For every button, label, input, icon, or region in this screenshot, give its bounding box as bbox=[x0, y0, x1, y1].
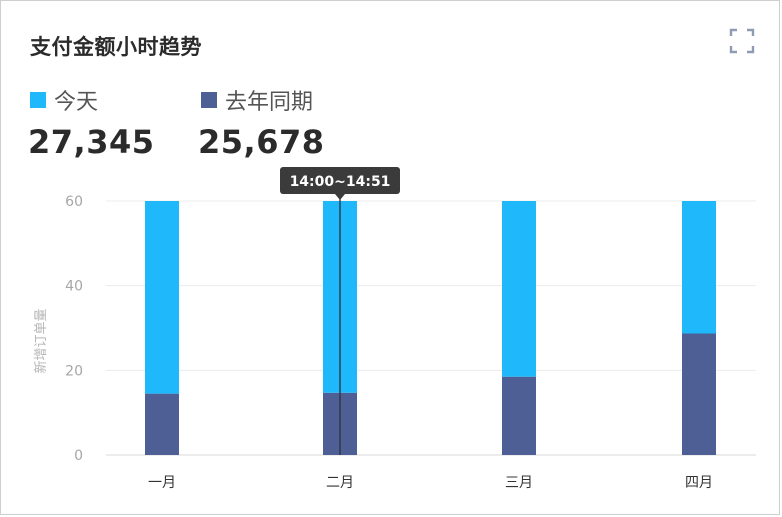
fullscreen-icon[interactable] bbox=[729, 28, 755, 54]
y-tick-label: 60 bbox=[65, 194, 83, 210]
tooltip-label: 14:00~14:51 bbox=[290, 174, 391, 190]
x-tick-label: 四月 bbox=[685, 475, 713, 491]
bar-today[interactable] bbox=[682, 201, 716, 334]
legend-swatch-today bbox=[30, 92, 46, 108]
y-tick-label: 40 bbox=[65, 279, 83, 295]
legend-label-today: 今天 bbox=[54, 90, 99, 115]
last-year-total-value: 25,678 bbox=[198, 123, 325, 161]
y-tick-label: 20 bbox=[65, 363, 83, 379]
tooltip-box bbox=[280, 167, 400, 194]
y-axis-label: 新增订单量 bbox=[33, 308, 49, 373]
chart-title: 支付金额小时趋势 bbox=[30, 35, 202, 59]
legend-item-today[interactable]: 今天 bbox=[30, 87, 99, 115]
bar-last-year[interactable] bbox=[502, 376, 536, 455]
x-tick-label: 三月 bbox=[505, 475, 533, 491]
bar-last-year[interactable] bbox=[682, 333, 716, 455]
legend-item-last-year[interactable]: 去年同期 bbox=[201, 87, 314, 115]
tooltip-pointer bbox=[335, 194, 345, 200]
legend-swatch-last-year bbox=[201, 92, 217, 108]
x-tick-label: 二月 bbox=[326, 475, 354, 491]
bar-last-year[interactable] bbox=[145, 393, 179, 455]
x-tick-label: 一月 bbox=[148, 475, 176, 491]
bar-today[interactable] bbox=[502, 201, 536, 377]
bar-today[interactable] bbox=[145, 201, 179, 394]
today-total-value: 27,345 bbox=[28, 123, 155, 161]
legend-label-last-year: 去年同期 bbox=[225, 90, 314, 115]
y-tick-label: 0 bbox=[74, 448, 83, 464]
